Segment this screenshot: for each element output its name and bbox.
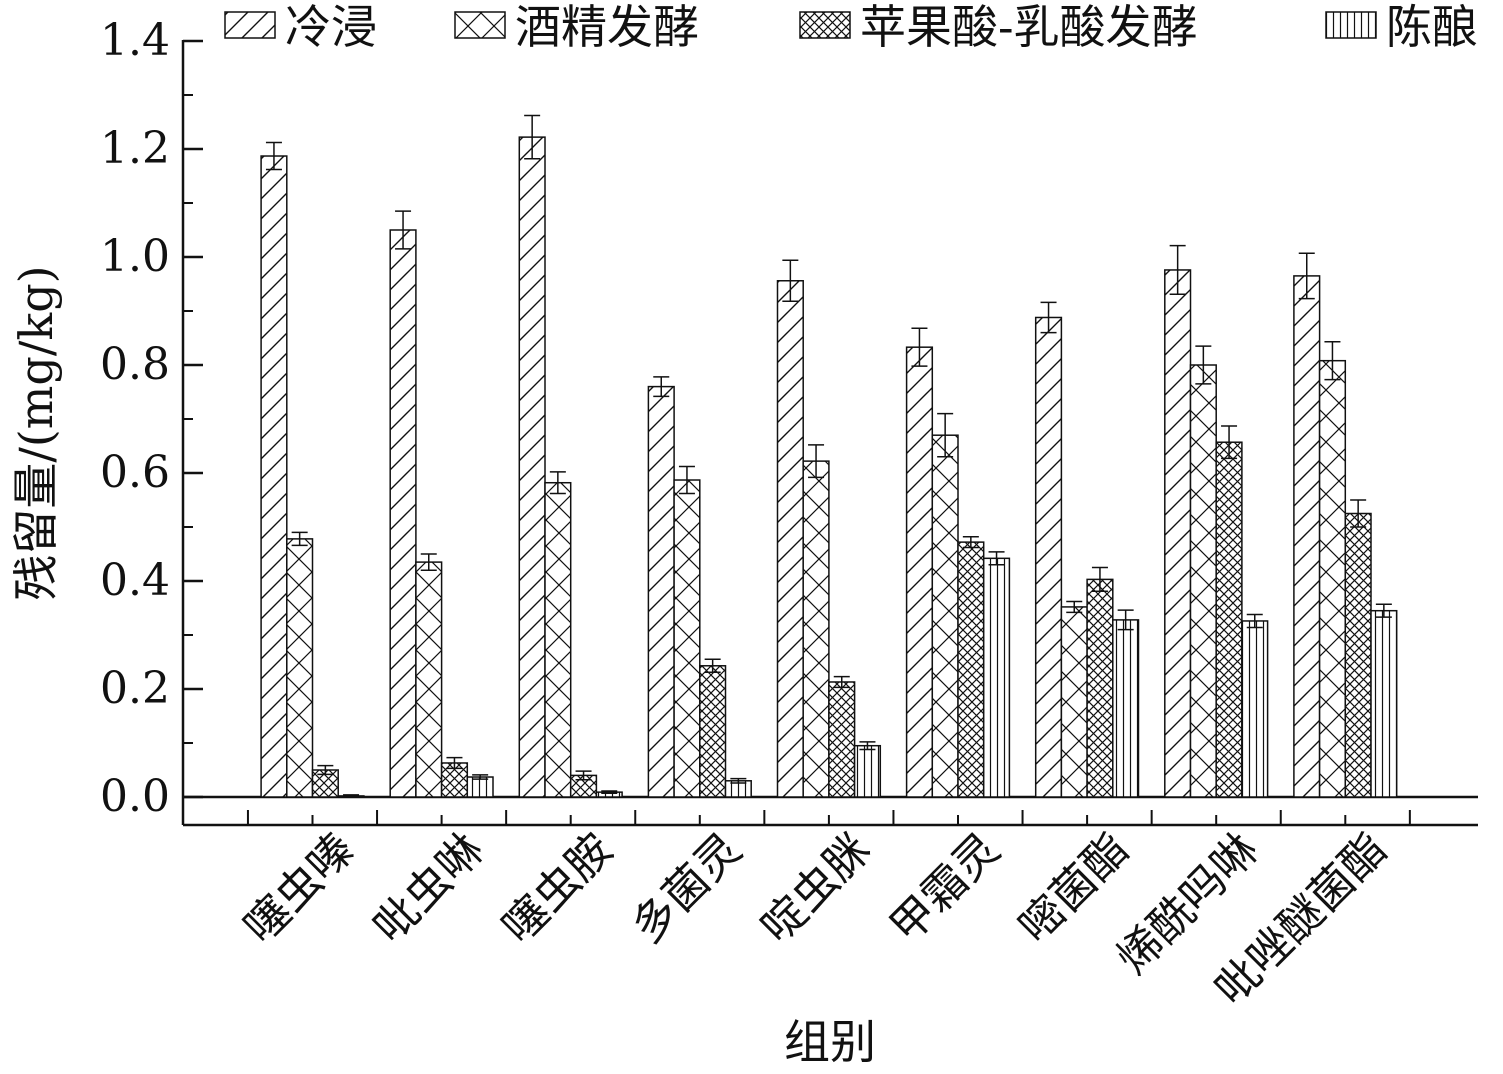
y-ticks: 0.0 0.2 0.4 0.6 0.8 1.0 1.2 1.4 <box>100 15 203 822</box>
x-tick-label: 嘧菌酯 <box>1009 824 1138 953</box>
bar-4-9 <box>1370 609 1398 798</box>
bar-2-8 <box>1189 364 1217 798</box>
legend-label-3: 苹果酸-乳酸发酵 <box>860 0 1198 54</box>
bar-1-4 <box>647 385 675 798</box>
legend-swatch-2 <box>454 11 506 39</box>
bar-4-7 <box>1112 619 1140 798</box>
bars <box>260 136 1398 798</box>
legend-label-2: 酒精发酵 <box>515 0 699 54</box>
x-tick-label: 甲霜灵 <box>880 824 1009 953</box>
bar-3-6 <box>957 541 985 798</box>
x-tick-label: 吡虫啉 <box>364 824 493 953</box>
bar-4-5 <box>853 744 882 798</box>
bar-3-9 <box>1344 512 1372 798</box>
bar-2-7 <box>1060 606 1088 798</box>
legend: 冷浸 酒精发酵 苹果酸-乳酸发酵 陈酿 <box>224 0 1478 54</box>
bar-2-1 <box>286 538 314 798</box>
bar-2-3 <box>544 481 572 798</box>
bar-1-9 <box>1293 275 1321 798</box>
bar-4-2 <box>466 776 494 798</box>
bar-1-7 <box>1034 316 1063 798</box>
bar-3-5 <box>828 681 856 798</box>
error-bars <box>265 114 1392 798</box>
bar-2-6 <box>931 434 959 798</box>
bar-2-2 <box>415 561 443 798</box>
x-tick-label: 噻虫嗪 <box>235 824 364 953</box>
bar-4-6 <box>982 557 1011 798</box>
bar-1-2 <box>389 229 417 798</box>
bar-3-8 <box>1215 441 1243 798</box>
x-tick-label: 多菌灵 <box>622 824 751 953</box>
bar-1-5 <box>776 280 804 798</box>
bar-2-9 <box>1318 359 1347 798</box>
y-tick-label: 1.4 <box>100 15 170 66</box>
y-tick-label: 1.2 <box>100 123 170 174</box>
y-tick-label: 0.4 <box>100 555 170 606</box>
legend-swatch-3 <box>799 11 851 39</box>
bar-4-8 <box>1241 620 1269 798</box>
y-tick-label: 1.0 <box>100 231 170 282</box>
bar-2-5 <box>802 460 830 798</box>
y-tick-label: 0.8 <box>100 339 170 390</box>
x-tick-label: 啶虫脒 <box>751 824 880 953</box>
legend-swatch-4 <box>1325 11 1377 39</box>
y-axis-title: 残留量/(mg/kg) <box>9 265 63 600</box>
x-axis-title: 组别 <box>784 1015 876 1069</box>
bar-1-3 <box>518 136 546 798</box>
legend-swatch-1 <box>224 11 276 39</box>
y-tick-label: 0.6 <box>100 447 170 498</box>
bar-3-4 <box>699 665 727 798</box>
bar-1-6 <box>905 346 934 798</box>
bar-1-8 <box>1164 269 1192 798</box>
y-tick-label: 0.2 <box>100 663 170 714</box>
x-tick-label: 噻虫胺 <box>493 824 622 953</box>
legend-label-1: 冷浸 <box>285 0 377 54</box>
x-ticks <box>246 810 1411 825</box>
bar-3-7 <box>1086 578 1114 798</box>
legend-label-4: 陈酿 <box>1386 0 1478 54</box>
y-tick-label: 0.0 <box>100 771 170 822</box>
bar-2-4 <box>673 479 701 798</box>
bar-1-1 <box>260 155 288 798</box>
